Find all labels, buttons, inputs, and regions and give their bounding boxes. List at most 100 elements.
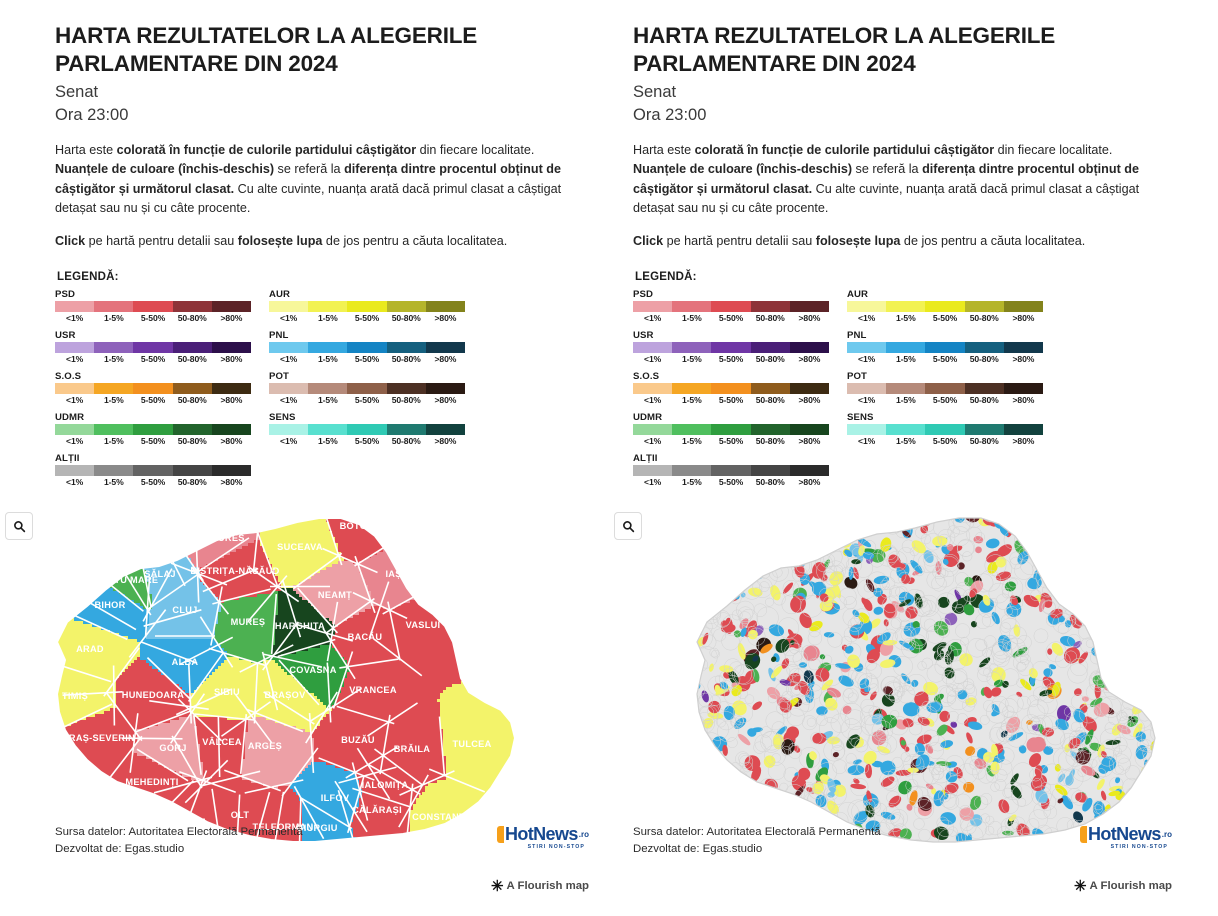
locality-region[interactable]	[703, 888, 715, 901]
locality-region[interactable]	[600, 542, 620, 563]
locality-region[interactable]	[783, 875, 799, 891]
locality-region[interactable]	[594, 522, 611, 534]
locality-region[interactable]	[770, 655, 777, 663]
locality-region[interactable]	[662, 649, 679, 666]
locality-region[interactable]	[749, 765, 763, 783]
locality-region[interactable]	[704, 542, 714, 552]
locality-region[interactable]	[678, 683, 688, 691]
locality-region[interactable]	[692, 759, 710, 778]
locality-region[interactable]	[666, 606, 676, 621]
locality-region[interactable]	[932, 648, 946, 663]
locality-region[interactable]	[625, 896, 644, 910]
county-region[interactable]	[0, 510, 149, 643]
locality-region[interactable]	[1100, 750, 1108, 759]
locality-region[interactable]	[1083, 728, 1095, 745]
locality-region[interactable]	[838, 523, 854, 532]
locality-region[interactable]	[1084, 553, 1095, 565]
locality-region[interactable]	[882, 867, 900, 885]
county-region[interactable]	[311, 708, 392, 772]
locality-region[interactable]	[1044, 549, 1057, 562]
locality-region[interactable]	[1139, 549, 1156, 566]
locality-region[interactable]	[1177, 829, 1194, 849]
locality-region[interactable]	[644, 516, 658, 527]
locality-region[interactable]	[1143, 594, 1159, 602]
locality-region[interactable]	[603, 788, 614, 801]
locality-region[interactable]	[706, 898, 720, 909]
locality-region[interactable]	[1105, 739, 1121, 746]
locality-region[interactable]	[599, 553, 608, 567]
locality-region[interactable]	[803, 669, 816, 684]
locality-region[interactable]	[585, 602, 602, 619]
locality-region[interactable]	[1027, 667, 1039, 680]
locality-region[interactable]	[621, 558, 628, 568]
locality-region[interactable]	[1180, 621, 1194, 637]
locality-region[interactable]	[702, 887, 712, 897]
locality-region[interactable]	[759, 510, 774, 521]
locality-region[interactable]	[784, 860, 795, 874]
county-region[interactable]	[323, 510, 467, 565]
locality-region[interactable]	[871, 760, 884, 768]
locality-region[interactable]	[601, 554, 617, 572]
locality-region[interactable]	[824, 512, 836, 524]
locality-region[interactable]	[599, 626, 609, 638]
locality-region[interactable]	[720, 883, 737, 900]
locality-region[interactable]	[1179, 683, 1193, 696]
locality-region[interactable]	[1089, 594, 1099, 600]
locality-region[interactable]	[1155, 622, 1175, 640]
locality-region[interactable]	[996, 633, 1014, 653]
locality-region[interactable]	[1060, 587, 1068, 595]
locality-region[interactable]	[1131, 722, 1144, 739]
locality-region[interactable]	[982, 750, 996, 764]
locality-region[interactable]	[667, 778, 683, 790]
locality-region[interactable]	[603, 622, 620, 641]
locality-region[interactable]	[695, 518, 710, 536]
locality-region[interactable]	[722, 520, 733, 531]
locality-region[interactable]	[779, 699, 793, 713]
locality-region[interactable]	[1135, 857, 1148, 870]
locality-region[interactable]	[760, 788, 772, 795]
locality-region[interactable]	[680, 711, 691, 724]
locality-region[interactable]	[727, 512, 742, 527]
locality-region[interactable]	[1136, 557, 1152, 571]
locality-region[interactable]	[786, 534, 803, 550]
locality-region[interactable]	[1013, 867, 1018, 881]
locality-region[interactable]	[782, 581, 795, 595]
locality-region[interactable]	[886, 793, 903, 809]
locality-region[interactable]	[845, 652, 862, 670]
locality-region[interactable]	[760, 806, 777, 821]
locality-region[interactable]	[1091, 510, 1102, 517]
locality-region[interactable]	[648, 771, 668, 792]
locality-region[interactable]	[1128, 677, 1146, 695]
locality-region[interactable]	[585, 791, 598, 809]
locality-region[interactable]	[606, 589, 622, 603]
locality-region[interactable]	[1152, 686, 1171, 699]
locality-region[interactable]	[656, 610, 673, 628]
locality-region[interactable]	[585, 896, 595, 910]
locality-region[interactable]	[842, 574, 860, 591]
locality-region[interactable]	[990, 708, 1001, 718]
locality-region[interactable]	[808, 860, 817, 869]
locality-region[interactable]	[684, 628, 699, 641]
locality-region[interactable]	[612, 555, 626, 569]
locality-region[interactable]	[946, 543, 955, 552]
locality-region[interactable]	[635, 660, 648, 676]
locality-region[interactable]	[1159, 781, 1172, 795]
locality-region[interactable]	[585, 749, 596, 764]
locality-region[interactable]	[707, 537, 716, 545]
locality-region[interactable]	[638, 609, 645, 616]
locality-region[interactable]	[1009, 772, 1020, 786]
locality-region[interactable]	[1075, 581, 1085, 587]
locality-region[interactable]	[1053, 782, 1069, 797]
locality-region[interactable]	[1132, 608, 1146, 620]
county-region[interactable]	[293, 561, 374, 628]
locality-region[interactable]	[668, 639, 679, 652]
locality-region[interactable]	[789, 877, 799, 889]
locality-region[interactable]	[1153, 901, 1169, 910]
locality-region[interactable]	[907, 767, 919, 773]
locality-region[interactable]	[636, 892, 652, 905]
locality-region[interactable]	[1066, 736, 1082, 752]
locality-region[interactable]	[968, 794, 983, 812]
locality-region[interactable]	[729, 519, 745, 528]
locality-region[interactable]	[1142, 524, 1157, 542]
locality-region[interactable]	[700, 896, 716, 910]
